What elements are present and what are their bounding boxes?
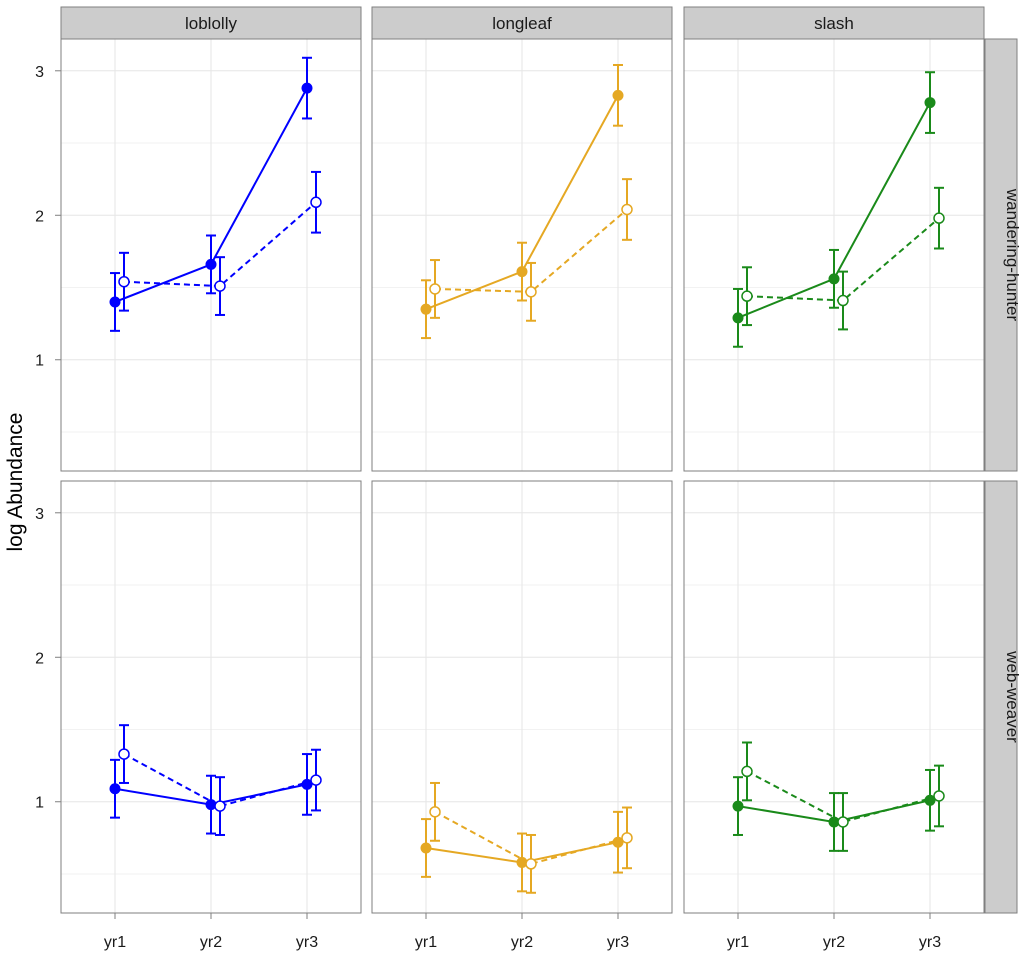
panel-longleaf-wandering-hunter — [371, 38, 673, 472]
data-point-filled — [420, 303, 432, 315]
facet-strip-label-loblolly: loblolly — [185, 14, 237, 33]
facet-strip-label-wandering-hunter: wandering-hunter — [1003, 188, 1022, 322]
panel-border — [371, 38, 673, 472]
x-tick-label: yr2 — [823, 934, 845, 951]
panel-border — [371, 480, 673, 914]
data-point-open — [837, 816, 849, 828]
panel-loblolly-wandering-hunter — [60, 38, 362, 472]
data-point-open — [525, 286, 537, 298]
x-tick-label: yr3 — [296, 934, 318, 951]
y-tick-label: 2 — [35, 650, 44, 667]
facet-strip-wandering-hunter — [984, 38, 1018, 472]
data-point-filled — [732, 312, 744, 324]
y-tick-label: 1 — [35, 353, 44, 370]
facet-strip-label-slash: slash — [814, 14, 854, 33]
data-point-open — [310, 196, 322, 209]
data-point-open — [214, 280, 226, 292]
data-point-open — [429, 283, 441, 295]
y-tick-label: 2 — [35, 208, 44, 225]
data-point-open — [741, 290, 753, 302]
panel-slash-web-weaver — [683, 480, 985, 914]
facet-strip-web-weaver — [984, 480, 1018, 914]
data-point-filled — [109, 783, 121, 795]
x-tick-label: yr1 — [727, 934, 749, 951]
data-point-open — [741, 765, 753, 778]
y-tick-label: 3 — [35, 506, 44, 523]
x-tick-label: yr1 — [104, 934, 126, 951]
x-tick-label: yr2 — [511, 934, 533, 951]
x-tick-label: yr2 — [200, 934, 222, 951]
data-point-filled — [732, 800, 744, 812]
x-tick-label: yr3 — [919, 934, 941, 951]
data-point-open — [310, 774, 322, 786]
data-point-open — [837, 294, 849, 307]
series-line-dashed — [746, 770, 940, 824]
data-point-open — [621, 203, 633, 216]
panel-border — [60, 38, 362, 472]
panels-layer: loblolly longleaf slash wandering-hunter web… — [35, 6, 1022, 951]
data-point-open — [525, 858, 537, 870]
x-tick-label: yr3 — [607, 934, 629, 951]
data-point-open — [933, 790, 945, 802]
series-line-dashed — [434, 810, 628, 865]
data-point-open — [429, 806, 441, 818]
series-line-dashed — [434, 208, 628, 293]
data-point-filled — [205, 258, 217, 270]
y-tick-label: 3 — [35, 64, 44, 81]
data-point-open — [118, 275, 130, 288]
data-point-filled — [420, 842, 432, 854]
series-line-dashed — [123, 753, 317, 808]
y-axis-title: log Abundance — [4, 413, 27, 552]
facet-strip-label-web-weaver: web-weaver — [1003, 650, 1022, 743]
panel-border — [683, 480, 985, 914]
facet-strip-longleaf — [371, 6, 673, 40]
data-point-open — [621, 832, 633, 844]
data-point-filled — [109, 296, 121, 308]
panel-slash-wandering-hunter — [683, 38, 985, 472]
panel-border — [60, 480, 362, 914]
data-point-filled — [612, 89, 624, 101]
facet-strip-loblolly — [60, 6, 362, 40]
data-point-open — [118, 748, 130, 760]
y-tick-label: 1 — [35, 795, 44, 812]
data-point-filled — [828, 273, 840, 285]
data-point-filled — [924, 97, 936, 109]
panel-longleaf-web-weaver — [371, 480, 673, 914]
data-point-filled — [301, 82, 313, 94]
data-point-open — [214, 800, 226, 812]
data-point-filled — [516, 266, 528, 278]
panel-border — [683, 38, 985, 472]
facet-strip-slash — [683, 6, 985, 40]
series-line-dashed — [746, 217, 940, 302]
panel-loblolly-web-weaver — [60, 480, 362, 914]
series-line-dashed — [123, 201, 317, 288]
facet-strip-label-longleaf: longleaf — [492, 14, 552, 33]
data-point-open — [933, 212, 945, 224]
x-tick-label: yr1 — [415, 934, 437, 951]
